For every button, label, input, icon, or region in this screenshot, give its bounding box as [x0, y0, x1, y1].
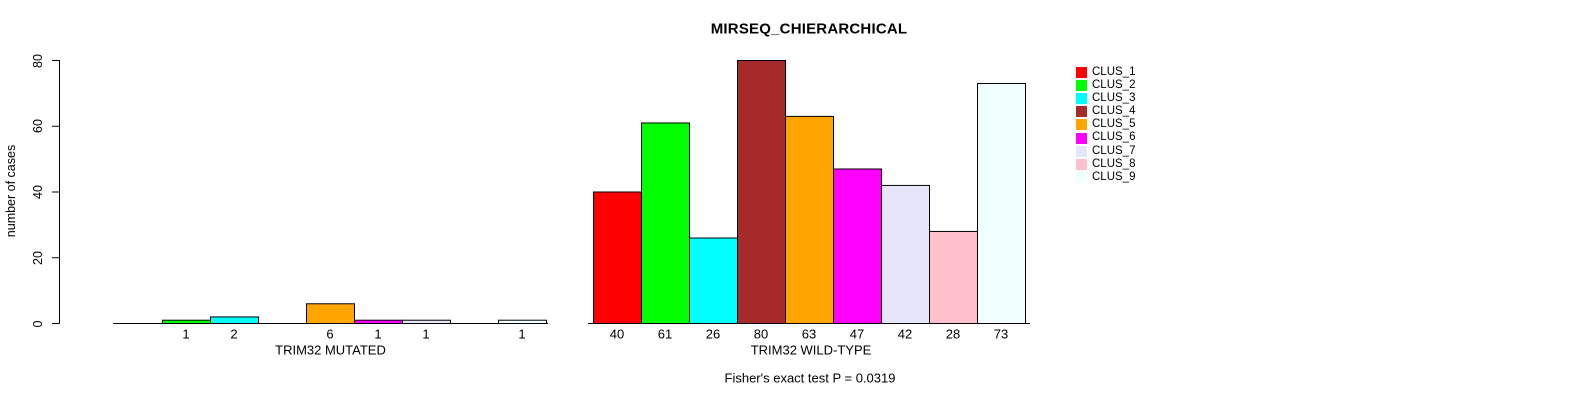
bar-value-label: 2: [230, 326, 238, 342]
legend-label: CLUS_4: [1092, 105, 1136, 118]
bar-value-label: 61: [657, 326, 673, 342]
bar-CLUS_6: [354, 319, 403, 324]
legend-item: CLUS_7: [1076, 145, 1135, 158]
bar-value-label: 42: [897, 326, 913, 342]
y-tick-label: 80: [31, 53, 45, 68]
legend-label: CLUS_1: [1092, 66, 1136, 78]
bar-value-label: 28: [945, 326, 961, 342]
legend-label: CLUS_8: [1092, 157, 1136, 170]
legend-item: CLUS_2: [1076, 79, 1135, 92]
bar-CLUS_3: [210, 316, 259, 324]
legend-label: CLUS_5: [1092, 118, 1136, 131]
legend-item: CLUS_6: [1076, 131, 1135, 144]
bar-CLUS_4: [737, 60, 786, 324]
legend-item: CLUS_8: [1076, 158, 1135, 171]
bar-CLUS_7: [402, 319, 451, 324]
bar-value-label: 1: [518, 326, 526, 342]
bar-value-label: 73: [993, 326, 1009, 342]
bar-CLUS_3: [689, 237, 738, 324]
bar-CLUS_5: [306, 303, 355, 324]
bar-value-label: 80: [753, 326, 769, 342]
bar-CLUS_1: [593, 191, 642, 324]
bar-value-label: 47: [849, 326, 865, 342]
legend-label: CLUS_9: [1092, 170, 1136, 183]
bar-CLUS_6: [833, 168, 882, 324]
bar-value-label: 1: [182, 326, 190, 342]
chart-title: MIRSEQ_CHIERARCHICAL: [710, 20, 908, 38]
legend-swatch-icon: [1076, 67, 1087, 79]
legend-label: CLUS_6: [1092, 131, 1136, 144]
legend-label: CLUS_2: [1092, 79, 1136, 92]
y-tick-label: 0: [31, 320, 45, 327]
bar-CLUS_8: [929, 230, 978, 324]
legend-item: CLUS_4: [1076, 105, 1135, 118]
legend-item: CLUS_3: [1076, 92, 1135, 105]
legend-swatch-icon: [1076, 145, 1087, 157]
legend-label: CLUS_7: [1092, 144, 1136, 157]
bar-CLUS_7: [881, 184, 930, 324]
bar-value-label: 1: [374, 326, 382, 342]
bar-CLUS_9: [498, 319, 547, 324]
bar-value-label: 63: [801, 326, 817, 342]
y-tick-label: 40: [31, 185, 45, 199]
bar-CLUS_2: [641, 122, 690, 325]
legend-label: CLUS_3: [1092, 92, 1136, 105]
legend-swatch-icon: [1076, 106, 1087, 118]
legend-swatch-icon: [1076, 93, 1087, 105]
y-tick-label: 20: [31, 250, 45, 265]
bar-CLUS_5: [785, 115, 834, 324]
group-label: TRIM32 WILD-TYPE: [750, 342, 872, 358]
y-axis-label: number of cases: [4, 144, 18, 238]
bar-value-label: 1: [422, 326, 430, 342]
legend-item: CLUS_5: [1076, 118, 1135, 131]
legend-swatch-icon: [1076, 80, 1087, 92]
bar-value-label: 6: [326, 326, 334, 342]
y-tick-label: 60: [31, 119, 45, 134]
legend-item: CLUS_1: [1076, 66, 1135, 79]
legend-swatch-icon: [1076, 132, 1087, 144]
bar-CLUS_2: [162, 319, 211, 324]
legend-swatch-icon: [1076, 119, 1087, 131]
group-label: TRIM32 MUTATED: [275, 342, 386, 358]
fisher-test-footnote: Fisher's exact test P = 0.0319: [724, 370, 896, 386]
legend-swatch-icon: [1076, 171, 1087, 183]
bar-CLUS_9: [977, 83, 1026, 324]
legend-item: CLUS_9: [1076, 171, 1135, 184]
bar-value-label: 26: [705, 326, 721, 342]
bar-value-label: 40: [609, 326, 625, 342]
legend-swatch-icon: [1076, 158, 1087, 170]
legend: CLUS_1 CLUS_2 CLUS_3 CLUS_4 CLUS_5 CLUS_6 CLUS…: [1076, 66, 1135, 184]
